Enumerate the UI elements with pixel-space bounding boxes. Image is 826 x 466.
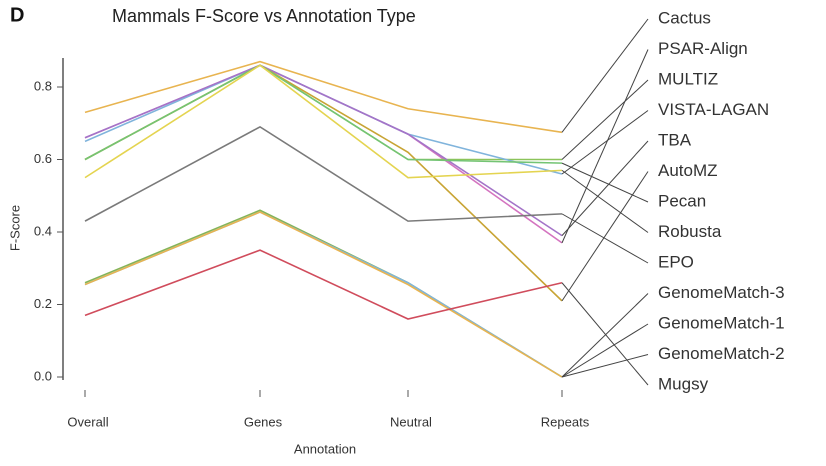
leader-line <box>561 282 649 386</box>
legend-label: GenomeMatch-3 <box>658 283 785 302</box>
series-line <box>84 211 563 378</box>
x-tick-label: Repeats <box>541 414 590 429</box>
legend-label: VISTA-LAGAN <box>658 100 769 119</box>
series-line <box>84 211 563 378</box>
x-axis-label: Annotation <box>294 441 356 456</box>
x-tick-label: Overall <box>67 414 108 429</box>
leader-line <box>561 354 649 378</box>
leader-line <box>561 162 649 203</box>
series-line <box>84 209 563 378</box>
y-tick-label: 0.0 <box>34 368 52 383</box>
leader-line <box>561 49 649 244</box>
leader-line <box>561 79 649 160</box>
legend-label: GenomeMatch-2 <box>658 344 785 363</box>
leader-line <box>561 323 649 378</box>
legend-label: GenomeMatch-1 <box>658 313 785 332</box>
series-line <box>84 64 562 161</box>
y-tick-label: 0.2 <box>34 296 52 311</box>
legend-label: Mugsy <box>658 374 709 393</box>
leader-line <box>561 293 649 378</box>
leader-line <box>561 171 649 302</box>
legend-label: EPO <box>658 252 694 271</box>
leader-line <box>561 18 649 133</box>
x-tick-label: Genes <box>244 414 283 429</box>
panel-letter: D <box>10 4 24 26</box>
series-line <box>84 249 563 320</box>
legend-label: Pecan <box>658 191 706 210</box>
legend-label: TBA <box>658 130 692 149</box>
y-tick-label: 0.6 <box>34 151 52 166</box>
legend-label: MULTIZ <box>658 69 718 88</box>
x-tick-label: Neutral <box>390 414 432 429</box>
legend-label: PSAR-Align <box>658 39 748 58</box>
series-line <box>84 64 563 179</box>
y-tick-label: 0.8 <box>34 78 52 93</box>
legend-label: Robusta <box>658 222 722 241</box>
leader-line <box>561 169 649 233</box>
chart-title: Mammals F-Score vs Annotation Type <box>112 6 416 26</box>
leader-line <box>561 110 649 175</box>
leader-line <box>561 140 649 236</box>
series-line <box>84 125 563 222</box>
legend-label: AutoMZ <box>658 161 718 180</box>
legend-label: Cactus <box>658 8 711 27</box>
series-line <box>84 64 563 237</box>
series-line <box>84 60 563 134</box>
leader-line <box>561 213 649 264</box>
y-axis-label: F-Score <box>7 205 22 251</box>
y-tick-label: 0.4 <box>34 223 52 238</box>
series-line <box>84 64 563 164</box>
